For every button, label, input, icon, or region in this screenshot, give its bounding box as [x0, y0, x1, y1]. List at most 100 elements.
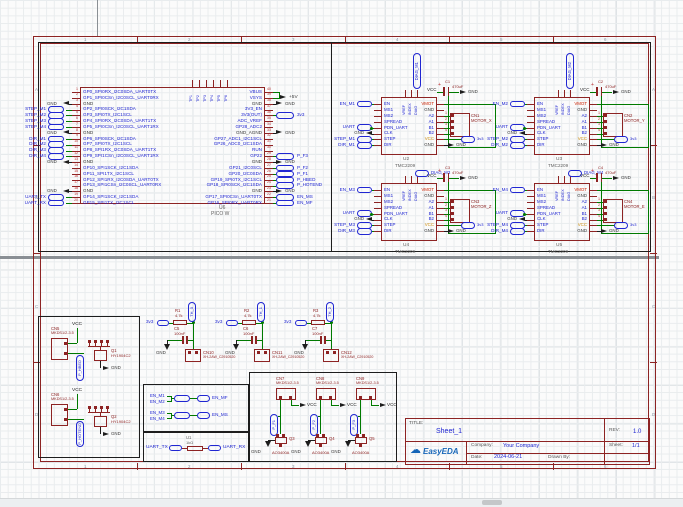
net-label[interactable]: STEP_M1	[334, 136, 355, 142]
driver-chip-body[interactable]	[534, 183, 590, 241]
component-part[interactable]: PICO W	[211, 211, 230, 217]
component-value[interactable]: 100nF	[312, 331, 324, 336]
net-port[interactable]	[174, 412, 190, 419]
component-part[interactable]: MOTOR_Y	[624, 118, 645, 123]
net-label[interactable]: 3v3	[297, 112, 305, 118]
scrollbar-thumb[interactable]	[482, 500, 502, 505]
component-ref[interactable]: R1	[175, 308, 181, 313]
net-port[interactable]	[461, 136, 475, 143]
component-ref[interactable]: C6	[243, 326, 249, 331]
net-label[interactable]: 3v3	[477, 222, 484, 228]
net-port[interactable]	[614, 222, 628, 229]
net-port[interactable]	[169, 444, 182, 452]
net-label[interactable]: P_F2	[311, 420, 316, 430]
component-ref[interactable]: CN11	[272, 350, 283, 355]
component-ref[interactable]: CN4	[624, 199, 633, 204]
component-ref[interactable]: Q4	[329, 436, 335, 441]
net-label[interactable]: EN_M1	[150, 393, 165, 398]
net-label[interactable]: EN_MS	[212, 412, 228, 417]
connector[interactable]	[323, 349, 339, 362]
component-ref[interactable]: U1	[186, 434, 192, 440]
capacitor[interactable]	[186, 336, 188, 344]
component-part[interactable]: TMC2209	[395, 249, 416, 254]
net-label[interactable]: STEP_M3	[25, 118, 46, 124]
net-port[interactable]: P_HBED	[76, 355, 84, 381]
net-label[interactable]: P_HOTEND	[297, 182, 323, 188]
net-label[interactable]: DIAG_M3	[431, 170, 451, 175]
component-part[interactable]: AO3400A	[312, 450, 330, 455]
net-label[interactable]: TH_0	[189, 307, 194, 317]
component-part[interactable]: XH-2AW_C2910520	[203, 355, 236, 359]
connector[interactable]	[316, 388, 336, 400]
component-ref[interactable]: CN2	[624, 113, 633, 118]
net-port[interactable]: DIAG_M1	[413, 53, 421, 89]
component-ref[interactable]: C4	[598, 165, 604, 170]
component-part[interactable]: MKDS1/2-3.5	[316, 381, 339, 385]
component-part[interactable]: TMC2209	[395, 163, 416, 168]
component-part[interactable]: XH-2AW_C2910520	[341, 355, 374, 359]
gnd-flag-icon[interactable]	[276, 159, 282, 164]
sheet-value[interactable]: 1/1	[632, 442, 640, 449]
gnd-flag-icon[interactable]	[460, 175, 466, 180]
component-part[interactable]: HY1904C2	[111, 419, 131, 424]
net-label[interactable]: 3v3	[477, 136, 484, 142]
component-ref[interactable]: U2	[403, 157, 410, 162]
gnd-flag-icon[interactable]	[460, 89, 466, 94]
net-port[interactable]	[276, 199, 294, 207]
connector[interactable]	[450, 112, 470, 138]
net-label[interactable]: TH_2	[327, 307, 332, 317]
component-ref[interactable]: R3	[313, 308, 319, 313]
capacitor[interactable]	[324, 336, 326, 344]
net-label[interactable]: DIR_M2	[491, 142, 508, 148]
gnd-flag-icon[interactable]	[519, 217, 525, 221]
component-part[interactable]: MKDS1/2-3.5	[276, 381, 299, 385]
component-ref[interactable]: R2	[244, 308, 250, 313]
component-ref[interactable]: CN12	[341, 350, 352, 355]
component-ref[interactable]: Q3	[289, 436, 295, 441]
component-ref[interactable]: CN9	[356, 376, 365, 381]
net-label[interactable]: DIR_M3	[338, 228, 355, 234]
component-part[interactable]: XH-2AW_C2910520	[272, 355, 305, 359]
net-port[interactable]	[510, 186, 525, 194]
date-value[interactable]: 2024-06-21	[494, 454, 523, 460]
net-port[interactable]	[48, 199, 64, 207]
net-label[interactable]: EN_M2	[150, 398, 165, 404]
net-port[interactable]	[276, 153, 294, 160]
net-port[interactable]	[48, 123, 64, 131]
net-label[interactable]: UART	[495, 210, 508, 216]
net-port[interactable]	[510, 142, 525, 149]
net-port[interactable]	[510, 100, 525, 108]
connector[interactable]	[603, 112, 623, 138]
net-port[interactable]	[208, 444, 221, 452]
net-label[interactable]: P_F3	[297, 153, 308, 159]
net-label[interactable]: UART_RX	[24, 199, 46, 205]
component-ref[interactable]: U5	[556, 243, 563, 248]
net-port[interactable]: P_F3	[350, 414, 358, 436]
gnd-flag-icon[interactable]	[103, 431, 109, 436]
component-ref[interactable]: Q5	[369, 436, 375, 441]
net-label[interactable]: DIR_M1	[29, 135, 46, 141]
gnd-flag-icon[interactable]	[302, 344, 308, 350]
net-label[interactable]: DIAG_M4	[584, 170, 604, 175]
component-ref[interactable]: U4	[403, 243, 410, 248]
capacitor[interactable]	[182, 336, 184, 344]
gnd-flag-icon[interactable]	[265, 441, 271, 447]
component-value[interactable]: 4.7k	[175, 313, 183, 318]
transistor[interactable]	[94, 416, 107, 427]
net-port[interactable]	[174, 395, 190, 402]
component-part[interactable]: TMC2209	[548, 163, 569, 168]
net-port[interactable]: TH_0	[188, 302, 196, 322]
capacitor[interactable]	[443, 87, 445, 96]
resistor[interactable]	[242, 320, 256, 325]
net-port[interactable]: TH_1	[257, 302, 265, 322]
component-value[interactable]: 100nF	[174, 331, 186, 336]
gnd-flag-icon[interactable]	[276, 101, 282, 106]
net-port[interactable]: P_HOTEND	[76, 421, 84, 447]
gnd-flag-icon[interactable]	[305, 441, 311, 447]
net-label[interactable]: EN_M4	[150, 415, 165, 421]
connector[interactable]	[51, 338, 68, 360]
connector[interactable]	[51, 404, 68, 426]
capacitor[interactable]	[596, 173, 598, 182]
transistor[interactable]	[315, 437, 327, 444]
component-part[interactable]: AO3400A	[272, 450, 290, 455]
